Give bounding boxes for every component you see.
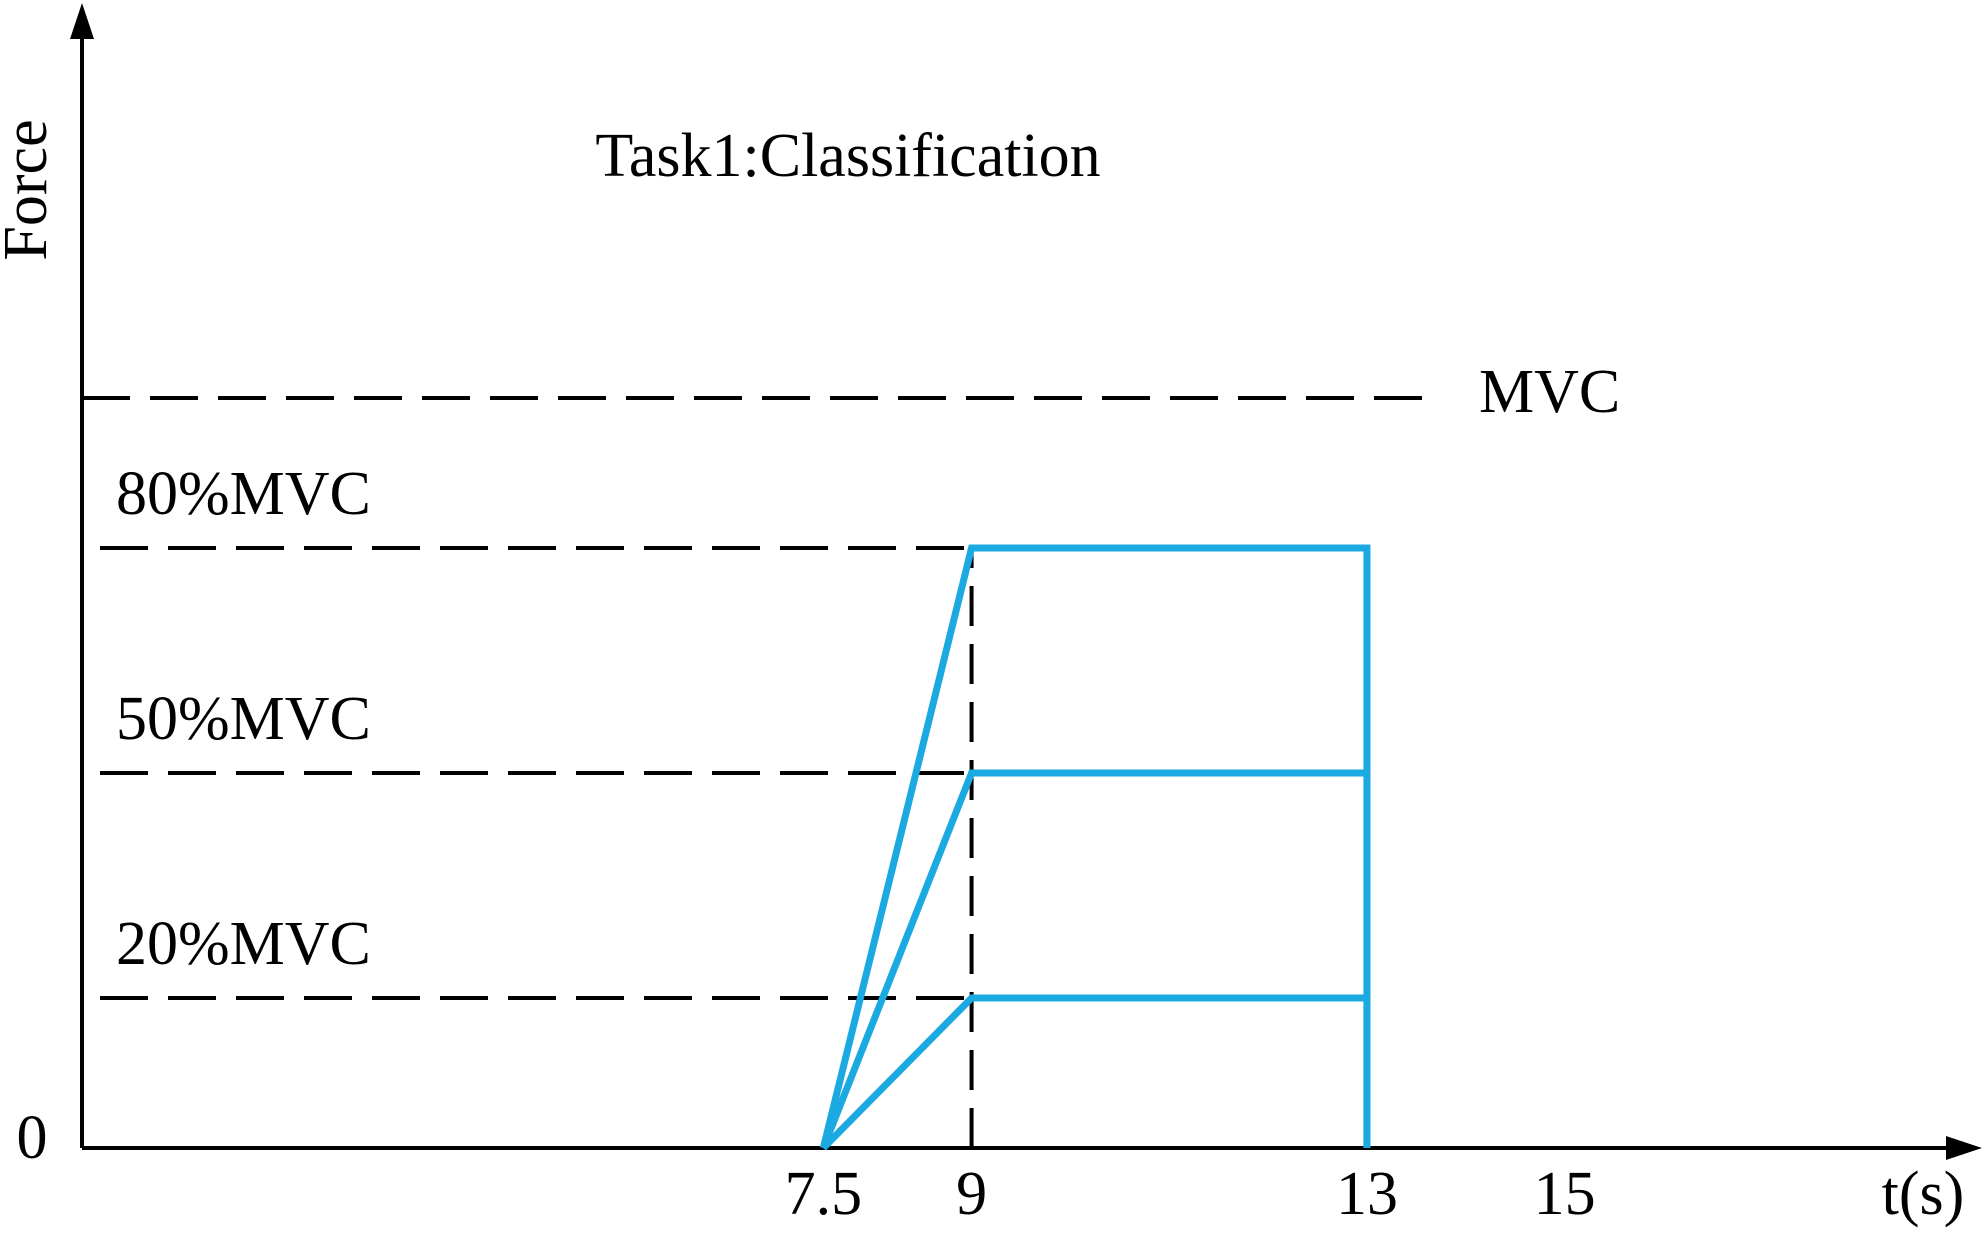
reference-label: 50%MVC	[116, 685, 371, 753]
x-tick-label: 15	[1534, 1160, 1596, 1228]
x-tick-label: 9	[956, 1160, 987, 1228]
x-tick-label: 7.5	[785, 1160, 863, 1228]
x-axis-label: t(s)	[1882, 1160, 1965, 1228]
reference-label: 20%MVC	[116, 910, 371, 978]
force-profile	[820, 994, 1371, 1151]
force-profile	[819, 544, 1371, 1149]
y-axis-label: Force	[0, 119, 60, 260]
reference-label: 80%MVC	[116, 460, 371, 528]
y-tick-label: 0	[17, 1104, 48, 1172]
reference-label: MVC	[1479, 358, 1620, 426]
y-axis-arrow	[70, 3, 94, 39]
force-profile	[820, 769, 1371, 1150]
x-tick-label: 13	[1336, 1160, 1398, 1228]
chart-title: Task1:Classification	[595, 122, 1100, 190]
x-axis-arrow	[1946, 1136, 1982, 1160]
